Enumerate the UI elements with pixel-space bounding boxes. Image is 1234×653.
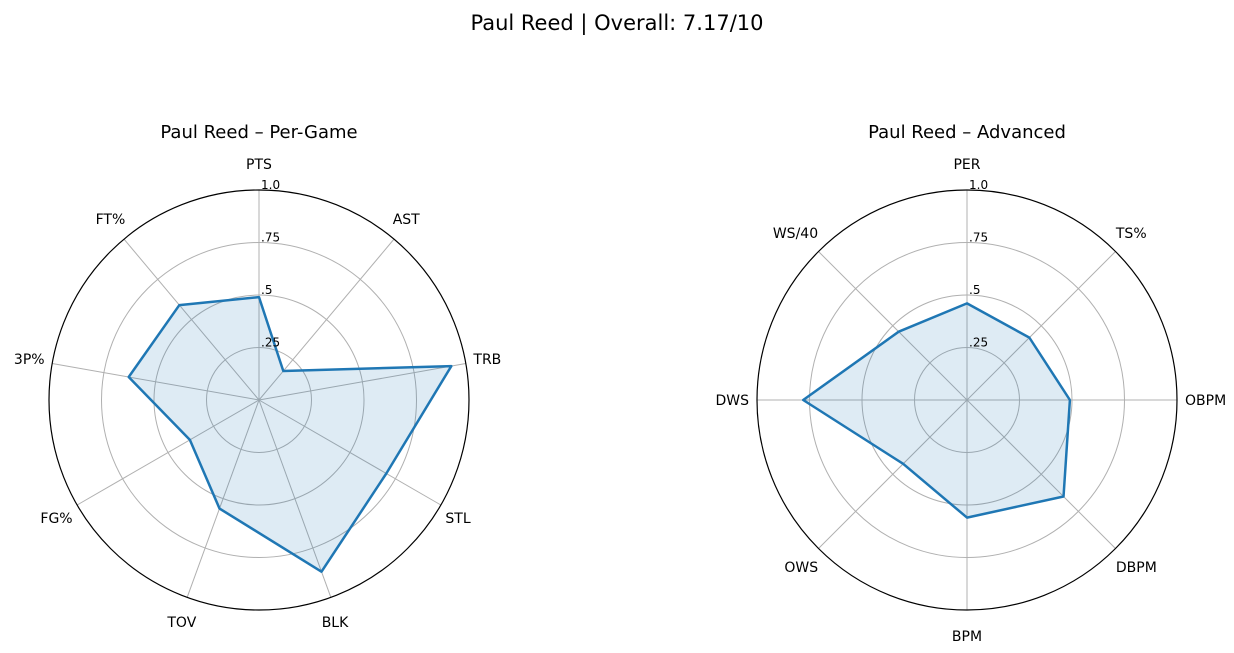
axis-label-ast: AST bbox=[393, 212, 420, 228]
axis-label-ts-pct: TS% bbox=[1115, 226, 1147, 242]
data-area-fill bbox=[803, 303, 1070, 518]
axis-label-bpm: BPM bbox=[952, 629, 982, 645]
spoke-trb bbox=[258, 363, 466, 401]
spoke-ast bbox=[258, 238, 395, 401]
axis-label-blk: BLK bbox=[322, 615, 349, 631]
r-tick-label: 1.0 bbox=[261, 178, 280, 192]
r-tick-label: .75 bbox=[969, 231, 988, 245]
r-tick-label: .25 bbox=[261, 336, 280, 350]
axis-label-ws-per-40: WS/40 bbox=[773, 226, 818, 242]
polar-frame bbox=[756, 189, 1178, 611]
data-series-line bbox=[127, 295, 453, 573]
axis-label-obpm: OBPM bbox=[1185, 393, 1226, 409]
r-tick-label: .5 bbox=[261, 283, 272, 297]
polar-frame bbox=[48, 189, 470, 611]
spoke-ft-pct bbox=[123, 238, 260, 401]
axis-label-tov: TOV bbox=[166, 615, 196, 631]
r-tick-label: .5 bbox=[969, 283, 980, 297]
axis-label-pts: PTS bbox=[246, 157, 272, 173]
axis-label-per: PER bbox=[953, 157, 980, 173]
radar-chart-advanced: Paul Reed – Advanced .25 .5 .75 1.0 PER TS% OB… bbox=[715, 122, 1226, 645]
data-area-fill bbox=[128, 297, 452, 572]
spoke-blk bbox=[258, 399, 332, 598]
spoke-fg-pct bbox=[76, 399, 260, 506]
chart-title-per-game: Paul Reed – Per-Game bbox=[160, 122, 357, 143]
axis-label-fg-pct: FG% bbox=[40, 511, 72, 527]
spoke-ws-per-40 bbox=[818, 251, 968, 401]
axis-label-ft-pct: FT% bbox=[96, 212, 126, 228]
spoke-dbpm bbox=[966, 399, 1116, 549]
spoke-stl bbox=[258, 399, 442, 506]
spoke-ows bbox=[818, 399, 968, 549]
spoke-tov bbox=[186, 399, 260, 598]
spoke-ts-pct bbox=[966, 251, 1116, 401]
r-tick-label: .75 bbox=[261, 231, 280, 245]
axis-label-ows: OWS bbox=[784, 560, 818, 576]
r-tick-label: .25 bbox=[969, 336, 988, 350]
r-tick-label: 1.0 bbox=[969, 178, 988, 192]
axis-label-dws: DWS bbox=[715, 393, 749, 409]
axis-label-trb: TRB bbox=[472, 352, 501, 368]
axis-label-3p-pct: 3P% bbox=[14, 352, 45, 368]
spoke-3p-pct bbox=[52, 363, 260, 401]
figure-title: Paul Reed | Overall: 7.17/10 bbox=[470, 11, 763, 36]
radar-chart-per-game: Paul Reed – Per-Game .25 .5 .75 1.0 PTS AST TR… bbox=[14, 122, 501, 631]
chart-title-advanced: Paul Reed – Advanced bbox=[868, 122, 1066, 143]
data-series-line bbox=[801, 302, 1072, 519]
axis-label-dbpm: DBPM bbox=[1116, 560, 1157, 576]
axis-label-stl: STL bbox=[445, 511, 470, 527]
